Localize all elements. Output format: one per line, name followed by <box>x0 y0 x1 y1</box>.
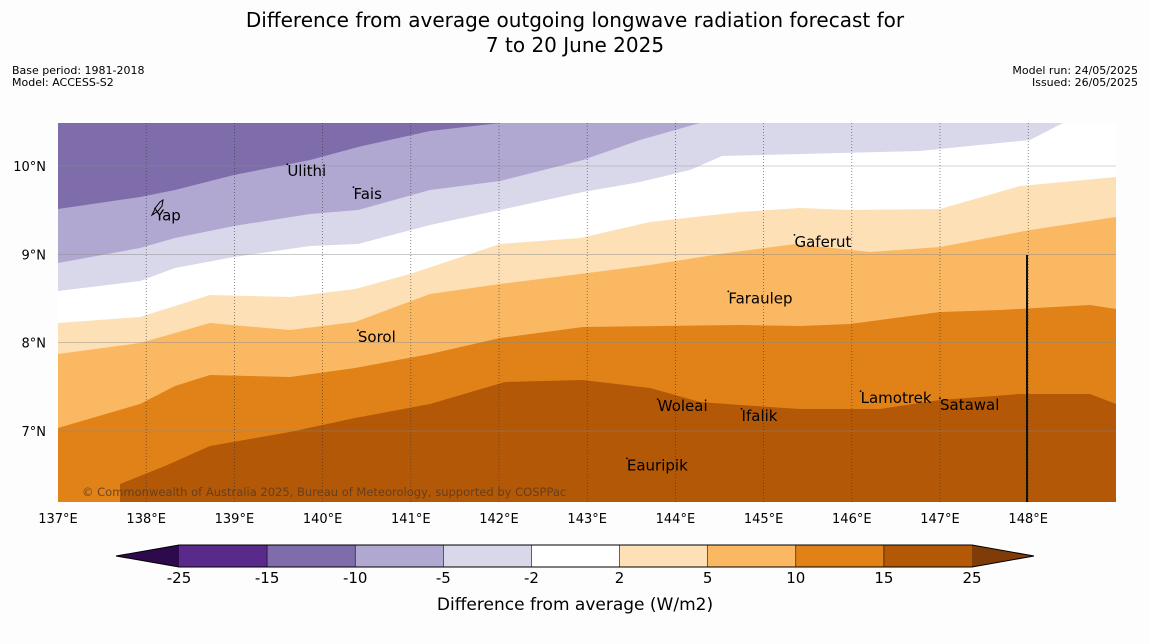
x-tick-label: 144°E <box>656 512 696 527</box>
place-label: Faraulep <box>728 289 792 307</box>
x-tick-label: 141°E <box>391 512 431 527</box>
colorbar-segment <box>443 545 532 567</box>
colorbar-segment <box>267 545 356 567</box>
colorbar-segment <box>795 545 884 567</box>
place-label: Woleai <box>658 397 708 415</box>
place-marker <box>356 329 359 332</box>
x-tick-label: 147°E <box>920 512 960 527</box>
y-tick-label: 7°N <box>22 425 47 440</box>
place-label: Ifalik <box>742 407 778 425</box>
x-tick-label: 142°E <box>479 512 519 527</box>
place-marker <box>656 398 659 401</box>
meta-right: Model run: 24/05/2025 Issued: 26/05/2025 <box>1012 65 1138 89</box>
colorbar-over-arrow <box>972 545 1034 567</box>
colorbar-outline <box>115 544 1035 568</box>
gridlines <box>58 123 1116 502</box>
colorbar-tick-label: 10 <box>786 569 805 587</box>
colorbar-segment <box>883 545 972 567</box>
colorbar-tick-label: -10 <box>343 569 368 587</box>
colorbar-segment <box>531 545 620 567</box>
place-label: Ulithi <box>287 162 326 180</box>
copyright-text: © Commonwealth of Australia 2025, Bureau… <box>82 485 566 499</box>
x-tick-label: 139°E <box>215 512 255 527</box>
colorbar-label: Difference from average (W/m2) <box>437 595 713 615</box>
x-tick-label: 138°E <box>126 512 166 527</box>
meta-left: Base period: 1981-2018 Model: ACCESS-S2 <box>12 65 144 89</box>
y-tick-label: 10°N <box>13 160 46 175</box>
place-marker <box>793 233 796 236</box>
place-marker <box>352 186 355 189</box>
place-marker <box>740 407 743 410</box>
colorbar-tick-label: -25 <box>167 569 192 587</box>
place-marker <box>939 397 941 400</box>
yap-island-outline <box>150 198 164 217</box>
x-tick-label: 140°E <box>303 512 343 527</box>
model-text: Model: ACCESS-S2 <box>12 76 114 89</box>
place-marker <box>727 290 730 293</box>
place-label: Lamotrek <box>861 389 932 407</box>
place-marker <box>625 457 628 460</box>
colorbar-segment <box>355 545 444 567</box>
map-title: Difference from average outgoing longwav… <box>0 8 1150 58</box>
colorbar-segment <box>707 545 796 567</box>
y-tick-label: 9°N <box>22 248 47 263</box>
band-brown <box>120 380 1116 502</box>
place-label: Fais <box>353 185 382 203</box>
place-label: Yap <box>154 206 181 224</box>
colorbar-tick-label: 15 <box>874 569 893 587</box>
colorbar-tick-label: -5 <box>436 569 451 587</box>
place-marker <box>286 163 289 166</box>
place-label: Eauripik <box>627 456 688 474</box>
colorbar-tick-label: 2 <box>615 569 625 587</box>
x-tick-label: 137°E <box>38 512 78 527</box>
place-label: Satawal <box>940 396 999 414</box>
colorbar-tick-label: 25 <box>962 569 981 587</box>
title-line-2: 7 to 20 June 2025 <box>485 33 665 57</box>
colorbar-segment <box>619 545 708 567</box>
x-tick-label: 146°E <box>832 512 872 527</box>
x-tick-label: 148°E <box>1008 512 1048 527</box>
title-line-1: Difference from average outgoing longwav… <box>245 8 905 32</box>
place-label: Gaferut <box>794 233 851 251</box>
y-tick-label: 8°N <box>22 337 47 352</box>
colorbar-under-arrow <box>116 545 179 567</box>
colorbar-tick-label: 5 <box>703 569 713 587</box>
x-tick-label: 145°E <box>744 512 784 527</box>
issued-text: Issued: 26/05/2025 <box>1031 76 1138 89</box>
x-tick-label: 143°E <box>567 512 607 527</box>
colorbar-tick-label: -2 <box>524 569 539 587</box>
place-label: Sorol <box>358 328 396 346</box>
place-marker <box>859 390 862 393</box>
map-plot-area: 137°E 138°E 139°E 140°E 141°E 142°E 143°E 144°E… <box>13 123 1116 527</box>
colorbar-tick-label: -15 <box>255 569 280 587</box>
model-run-text: Model run: 24/05/2025 <box>1012 64 1138 77</box>
base-period-text: Base period: 1981-2018 <box>12 64 145 77</box>
colorbar-segment <box>179 545 268 567</box>
